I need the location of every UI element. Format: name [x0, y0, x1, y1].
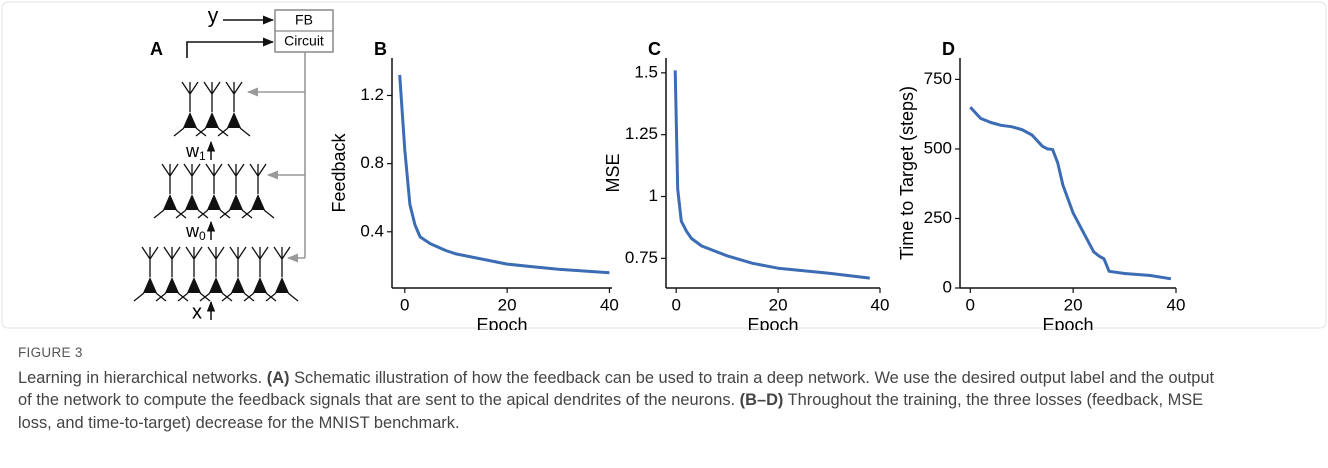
panel-label: D [942, 39, 955, 59]
soma [251, 194, 265, 210]
dendrite [219, 163, 253, 219]
box-text: FB [295, 12, 313, 28]
box-text: Circuit [284, 33, 324, 49]
dendrite [217, 81, 251, 137]
soma [209, 277, 223, 293]
x-tick-label: 40 [871, 295, 890, 314]
soma [253, 277, 267, 293]
soma [205, 112, 219, 128]
panel-label: B [374, 39, 387, 59]
soma [143, 277, 157, 293]
x-tick-label: 0 [400, 295, 409, 314]
data-line [398, 74, 610, 275]
soma [227, 112, 241, 128]
dendrite [195, 81, 229, 137]
y-tick-label: 1.2 [360, 85, 384, 104]
y-tick-label: 500 [924, 138, 952, 157]
caption-body: Throughout the training, the three losse… [18, 391, 1204, 432]
frame [1, 1, 1327, 329]
data-line [969, 106, 1172, 281]
diagram: A y FB Circuit w1 w0 x [133, 5, 334, 323]
soma [187, 277, 201, 293]
x-axis-label: Epoch [476, 315, 527, 330]
caption-body: Schematic illustration of how the feedba… [18, 368, 1215, 410]
x-tick-label: 20 [769, 295, 788, 314]
output-label: y [208, 5, 219, 28]
y-tick-label: 1.25 [625, 124, 658, 143]
y-axis-label: Feedback [329, 132, 349, 212]
dendrite [133, 246, 167, 302]
soma [165, 277, 179, 293]
x-tick-label: 0 [966, 295, 975, 314]
figure-label: FIGURE 3 [18, 345, 83, 360]
weight-label: w1 [185, 141, 206, 163]
dendrite [175, 163, 209, 219]
y-tick-label: 0.75 [625, 248, 658, 267]
y-tick-label: 750 [924, 69, 952, 88]
input-label: x [192, 301, 202, 323]
soma [207, 194, 221, 210]
dendrite [199, 246, 233, 302]
panel-ref: (B–D) [739, 391, 784, 409]
panel-label: C [648, 39, 661, 59]
soma [185, 194, 199, 210]
x-tick-label: 20 [498, 295, 517, 314]
caption-text: Learning in hierarchical networks. (A) S… [18, 367, 1218, 435]
y-axis-label: Time to Target (steps) [897, 86, 917, 260]
x-tick-label: 40 [600, 295, 619, 314]
x-tick-label: 20 [1064, 295, 1083, 314]
dendrite [241, 163, 275, 219]
figure: A y FB Circuit w1 w0 x B 0.4 0.8 1.2 0 20 40 Ep… [1, 1, 1327, 335]
soma [275, 277, 289, 293]
dendrite [153, 163, 187, 219]
soma [163, 194, 177, 210]
soma [229, 194, 243, 210]
x-axis-label: Epoch [1042, 315, 1093, 330]
dendrite [265, 246, 299, 302]
dendrite [155, 246, 189, 302]
arrow [186, 37, 275, 58]
caption: FIGURE 3 Learning in hierarchical networ… [18, 342, 1218, 434]
x-axis-label: Epoch [747, 315, 798, 330]
weight-label: w0 [185, 221, 206, 243]
y-tick-label: 0.4 [360, 221, 384, 240]
dendrite [243, 246, 277, 302]
soma [231, 277, 245, 293]
dendrite [177, 246, 211, 302]
panel-ref: (A) [266, 368, 290, 387]
x-tick-label: 40 [1167, 295, 1186, 314]
dendrite [197, 163, 231, 219]
y-tick-label: 1 [649, 186, 658, 205]
data-line [673, 70, 870, 280]
y-tick-label: 0.8 [360, 153, 384, 172]
x-tick-label: 0 [671, 295, 680, 314]
y-axis-label: MSE [603, 153, 623, 192]
dendrite [173, 81, 207, 137]
y-tick-label: 1.5 [634, 62, 658, 81]
y-tick-label: 250 [924, 208, 952, 227]
caption-title: Learning in hierarchical networks. [18, 368, 263, 387]
dendrite [221, 246, 255, 302]
panel-label: A [150, 39, 163, 59]
soma [183, 112, 197, 128]
y-tick-label: 0 [943, 277, 952, 296]
